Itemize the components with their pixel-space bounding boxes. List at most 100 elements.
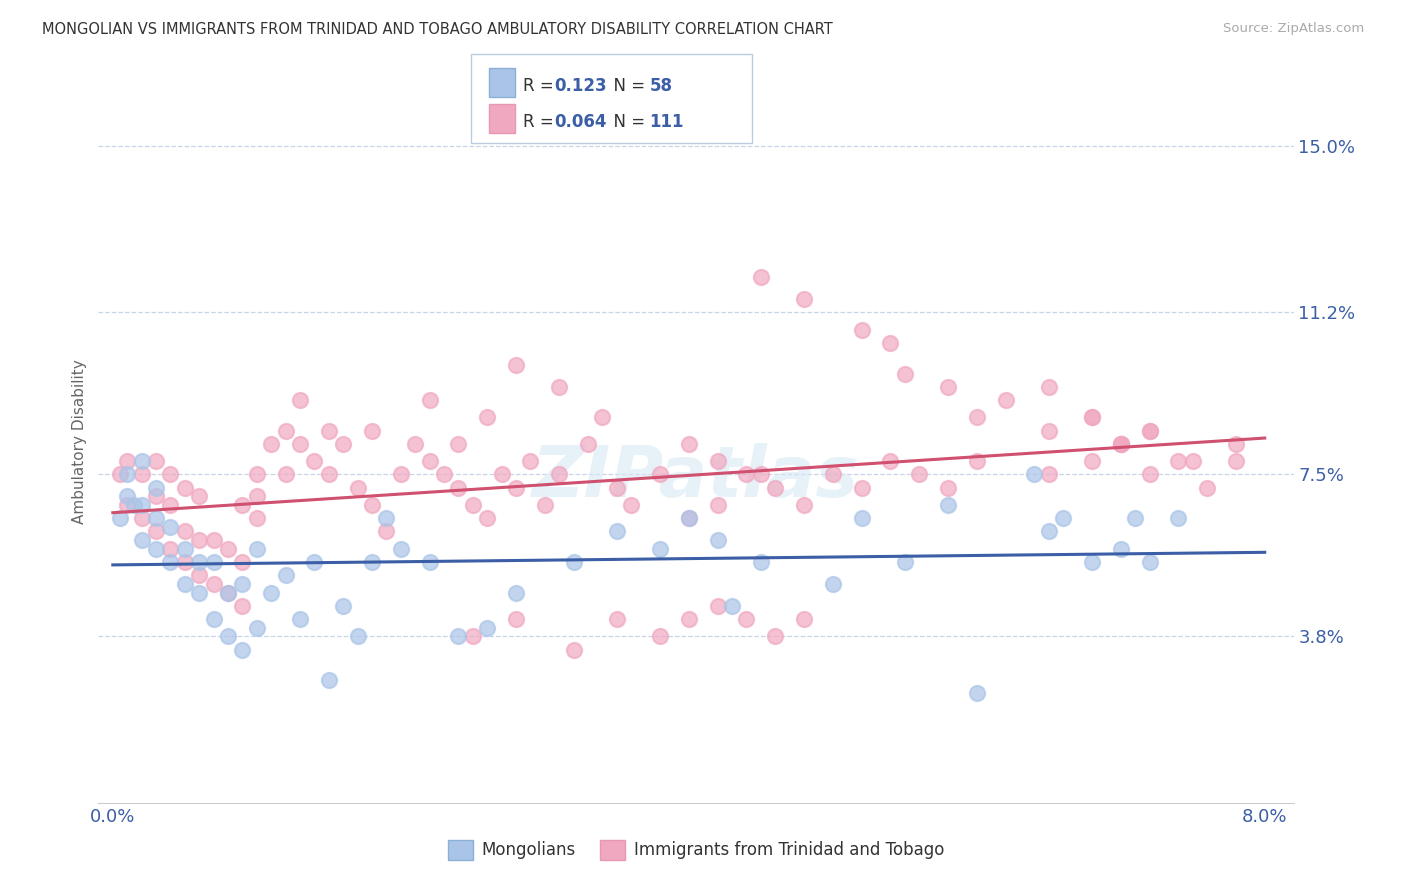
Point xyxy=(1024,467,1046,482)
Point xyxy=(202,533,225,547)
Point xyxy=(548,467,571,482)
Point xyxy=(131,498,153,512)
Point xyxy=(159,520,181,534)
Point xyxy=(821,467,844,482)
Point xyxy=(706,498,728,512)
Point xyxy=(1139,467,1161,482)
Point xyxy=(404,436,426,450)
Point xyxy=(361,555,384,569)
Point xyxy=(361,498,384,512)
Point xyxy=(188,555,211,569)
Point xyxy=(217,585,239,599)
Point xyxy=(461,629,484,643)
Point xyxy=(1139,424,1161,438)
Point xyxy=(591,410,613,425)
Point xyxy=(361,424,384,438)
Point xyxy=(231,577,253,591)
Point xyxy=(304,555,326,569)
Point xyxy=(375,511,398,525)
Point xyxy=(505,358,527,372)
Point xyxy=(851,511,873,525)
Point xyxy=(159,498,181,512)
Point xyxy=(288,612,311,626)
Point xyxy=(274,424,297,438)
Point xyxy=(706,454,728,468)
Point xyxy=(145,454,167,468)
Point xyxy=(477,621,499,635)
Point xyxy=(447,436,470,450)
Point xyxy=(620,498,643,512)
Point xyxy=(1109,436,1132,450)
Point xyxy=(108,511,131,525)
Point xyxy=(793,498,815,512)
Point xyxy=(1197,481,1219,495)
Point xyxy=(908,467,931,482)
Point xyxy=(606,524,628,539)
Point xyxy=(966,454,988,468)
Point xyxy=(1225,454,1247,468)
Point xyxy=(173,541,195,556)
Point xyxy=(648,629,671,643)
Text: ZIPatlas: ZIPatlas xyxy=(533,443,859,512)
Point xyxy=(419,555,441,569)
Point xyxy=(606,481,628,495)
Point xyxy=(389,467,412,482)
Point xyxy=(763,629,786,643)
Point xyxy=(1109,541,1132,556)
Point xyxy=(1181,454,1204,468)
Point xyxy=(159,555,181,569)
Text: 111: 111 xyxy=(650,113,685,131)
Point xyxy=(749,270,772,285)
Point xyxy=(332,436,354,450)
Point xyxy=(851,323,873,337)
Point xyxy=(419,392,441,407)
Point xyxy=(246,621,269,635)
Legend: Mongolians, Immigrants from Trinidad and Tobago: Mongolians, Immigrants from Trinidad and… xyxy=(441,833,950,867)
Point xyxy=(115,489,138,503)
Point xyxy=(202,577,225,591)
Point xyxy=(533,498,555,512)
Point xyxy=(202,612,225,626)
Point xyxy=(1225,436,1247,450)
Point xyxy=(1081,555,1104,569)
Point xyxy=(419,454,441,468)
Point xyxy=(793,292,815,306)
Point xyxy=(1109,436,1132,450)
Point xyxy=(145,481,167,495)
Point xyxy=(115,467,138,482)
Point xyxy=(893,367,915,381)
Point xyxy=(389,541,412,556)
Point xyxy=(648,467,671,482)
Point xyxy=(1167,511,1189,525)
Point xyxy=(505,585,527,599)
Point xyxy=(131,467,153,482)
Point xyxy=(793,612,815,626)
Point xyxy=(318,467,340,482)
Point xyxy=(763,481,786,495)
Point xyxy=(1052,511,1074,525)
Point xyxy=(1038,467,1060,482)
Point xyxy=(966,410,988,425)
Point xyxy=(108,467,131,482)
Text: Source: ZipAtlas.com: Source: ZipAtlas.com xyxy=(1223,22,1364,36)
Point xyxy=(246,511,269,525)
Point xyxy=(288,436,311,450)
Point xyxy=(706,533,728,547)
Point xyxy=(231,555,253,569)
Point xyxy=(562,555,585,569)
Point xyxy=(115,498,138,512)
Point xyxy=(821,577,844,591)
Point xyxy=(217,585,239,599)
Point xyxy=(202,555,225,569)
Point xyxy=(735,467,758,482)
Point xyxy=(477,511,499,525)
Point xyxy=(678,436,700,450)
Y-axis label: Ambulatory Disability: Ambulatory Disability xyxy=(72,359,87,524)
Point xyxy=(678,511,700,525)
Point xyxy=(231,642,253,657)
Point xyxy=(749,555,772,569)
Point xyxy=(188,585,211,599)
Point xyxy=(375,524,398,539)
Point xyxy=(231,599,253,613)
Point xyxy=(131,533,153,547)
